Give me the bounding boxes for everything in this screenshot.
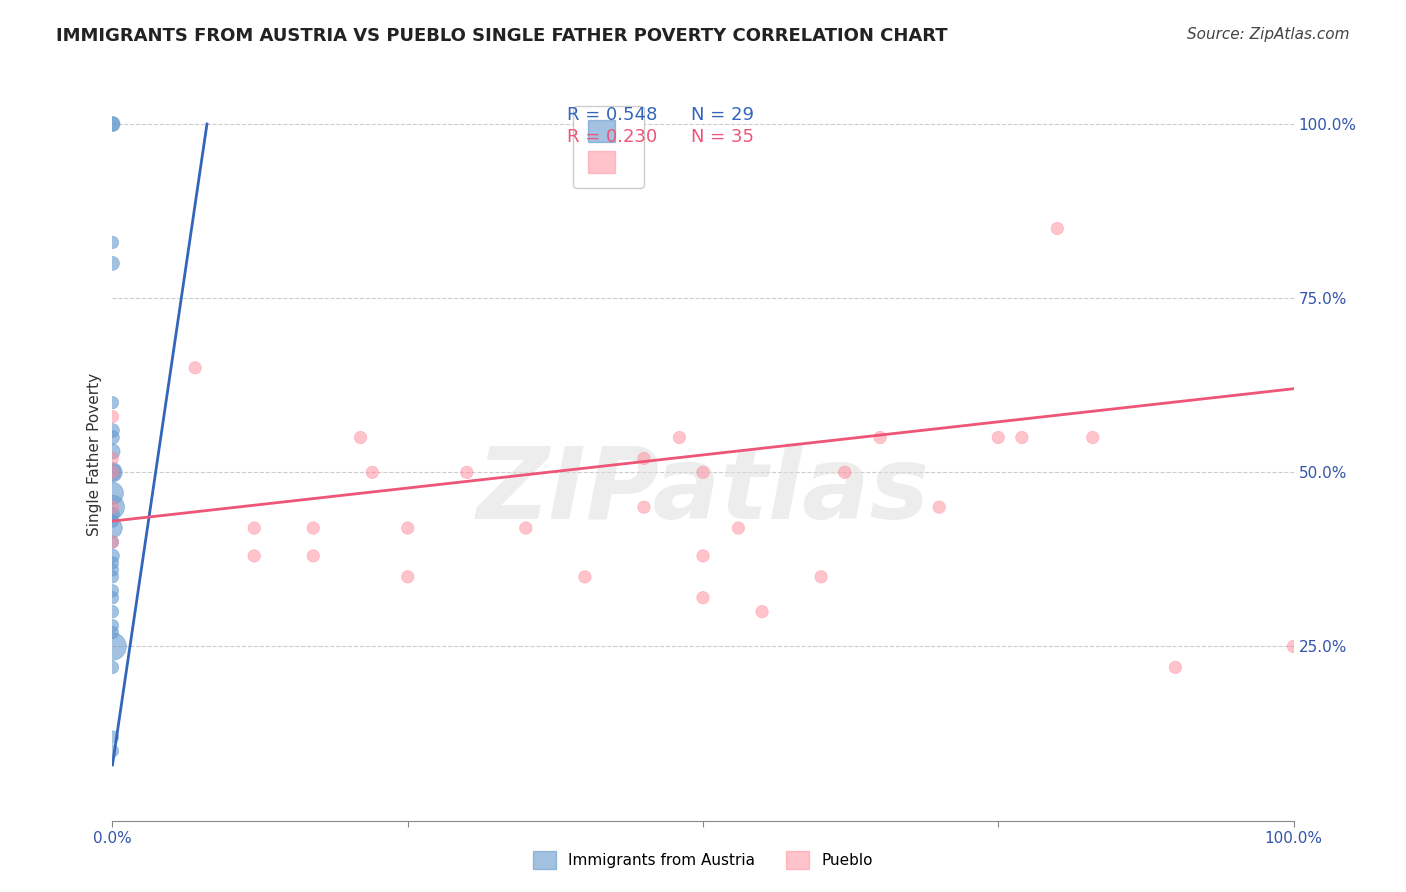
Point [751, 605, 773, 619]
Point [633, 500, 655, 515]
Point [101, 500, 124, 515]
Point [101, 535, 124, 549]
Text: N = 29: N = 29 [692, 106, 754, 124]
Point [101, 556, 124, 570]
Legend: Immigrants from Austria, Pueblo: Immigrants from Austria, Pueblo [527, 845, 879, 875]
Point [101, 409, 124, 424]
Point [1011, 430, 1033, 444]
Text: IMMIGRANTS FROM AUSTRIA VS PUEBLO SINGLE FATHER POVERTY CORRELATION CHART: IMMIGRANTS FROM AUSTRIA VS PUEBLO SINGLE… [56, 27, 948, 45]
Point [101, 466, 124, 480]
Point [101, 591, 124, 605]
Point [101, 507, 124, 521]
Point [456, 466, 478, 480]
Text: R = 0.230: R = 0.230 [567, 128, 658, 145]
Point [1081, 430, 1104, 444]
Point [184, 360, 207, 375]
Point [349, 430, 371, 444]
Point [396, 521, 419, 535]
Point [101, 500, 124, 515]
Point [692, 591, 714, 605]
Point [101, 451, 124, 466]
Point [101, 514, 124, 528]
Point [101, 117, 124, 131]
Point [692, 549, 714, 563]
Point [1046, 221, 1069, 235]
Point [243, 521, 266, 535]
Point [101, 235, 124, 250]
Point [101, 466, 124, 480]
Point [396, 570, 419, 584]
Point [101, 395, 124, 409]
Point [101, 583, 124, 598]
Point [101, 625, 124, 640]
Point [101, 549, 124, 563]
Y-axis label: Single Father Poverty: Single Father Poverty [87, 374, 103, 536]
Text: R = 0.548: R = 0.548 [567, 106, 658, 124]
Point [101, 618, 124, 632]
Text: ZIPatlas: ZIPatlas [477, 443, 929, 540]
Point [869, 430, 891, 444]
Point [633, 451, 655, 466]
Point [928, 500, 950, 515]
Point [101, 660, 124, 674]
Point [101, 521, 124, 535]
Point [101, 730, 124, 744]
Text: Source: ZipAtlas.com: Source: ZipAtlas.com [1187, 27, 1350, 42]
Legend: , : , [574, 105, 644, 187]
Point [668, 430, 690, 444]
Point [101, 117, 124, 131]
Point [574, 570, 596, 584]
Point [1282, 640, 1305, 654]
Point [101, 570, 124, 584]
Point [101, 256, 124, 270]
Point [243, 549, 266, 563]
Point [101, 444, 124, 458]
Point [101, 535, 124, 549]
Point [834, 466, 856, 480]
Point [101, 605, 124, 619]
Point [1164, 660, 1187, 674]
Point [515, 521, 537, 535]
Point [810, 570, 832, 584]
Point [361, 466, 384, 480]
Point [302, 549, 325, 563]
Point [101, 640, 124, 654]
Point [727, 521, 749, 535]
Point [101, 424, 124, 438]
Point [101, 563, 124, 577]
Point [101, 466, 124, 480]
Point [101, 430, 124, 444]
Point [692, 466, 714, 480]
Point [101, 744, 124, 758]
Point [302, 521, 325, 535]
Point [987, 430, 1010, 444]
Point [101, 486, 124, 500]
Text: N = 35: N = 35 [692, 128, 754, 145]
